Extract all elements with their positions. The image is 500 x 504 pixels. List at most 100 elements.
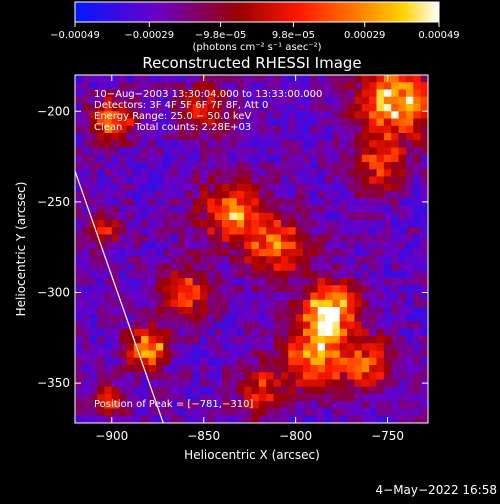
heatmap-cell [317,89,326,98]
heatmap-cell [133,241,142,250]
heatmap-cell [185,176,194,185]
heatmap-cell [339,263,348,272]
solar-limb-line [75,170,164,423]
heatmap-cell [258,147,267,156]
heatmap-cell [376,314,385,322]
heatmap-cell [75,357,83,366]
heatmap-cell [192,394,201,402]
heatmap-cell [148,401,157,409]
heatmap-cell [361,147,370,156]
heatmap-cell [361,321,370,330]
heatmap-cell [310,314,319,322]
heatmap-cell [163,220,172,228]
heatmap-cell [75,256,83,264]
heatmap-cell [222,256,230,264]
heatmap-cell [155,307,164,315]
heatmap-cell [302,408,311,417]
heatmap-cell [391,183,399,192]
heatmap-cell [266,118,274,127]
heatmap-cell [383,96,392,105]
heatmap-cell [177,169,186,177]
heatmap-cell [369,96,377,105]
heatmap-cell [155,176,164,185]
heatmap-cell [317,82,326,90]
heatmap-cell [383,278,392,286]
heatmap-cell [383,220,392,228]
heatmap-cell [236,408,245,417]
heatmap-cell [302,343,311,351]
heatmap-cell [141,118,149,127]
heatmap-cell [354,357,363,366]
heatmap-cell [273,379,282,388]
heatmap-cell [177,336,186,344]
heatmap-cell [177,133,186,141]
heatmap-cell [251,205,260,214]
heatmap-cell [244,292,252,301]
heatmap-cell [413,183,422,192]
heatmap-cell [185,270,194,279]
heatmap-cell [192,307,201,315]
heatmap-cell [119,270,127,279]
heatmap-cell [97,292,105,301]
heatmap-cell [236,147,245,156]
heatmap-cell [317,96,326,105]
heatmap-cell [273,205,282,214]
heatmap-cell [119,147,127,156]
heatmap-cell [155,227,164,235]
heatmap-cell [155,191,164,199]
heatmap-cell [192,234,201,243]
heatmap-cell [126,111,135,119]
heatmap-cell [163,256,172,264]
heatmap-cell [258,140,267,148]
heatmap-cell [347,415,355,423]
heatmap-cell [192,133,201,141]
heatmap-cell [251,299,260,308]
heatmap-cell [347,96,355,105]
heatmap-cell [310,133,319,141]
heatmap-cell [200,357,208,366]
heatmap-cell [420,401,428,409]
heatmap-cell [295,379,304,388]
heatmap-cell [398,408,407,417]
heatmap-cell [126,401,135,409]
heatmap-cell [214,75,223,83]
heatmap-cell [222,314,230,322]
heatmap-cell [163,379,172,388]
heatmap-cell [111,147,120,156]
heatmap-cell [413,104,422,112]
heatmap-cell [222,212,230,221]
heatmap-cell [325,314,333,322]
heatmap-cell [200,212,208,221]
heatmap-cell [214,343,223,351]
heatmap-cell [192,372,201,380]
heatmap-cell [244,220,252,228]
heatmap-cell [126,162,135,170]
heatmap-cell [383,263,392,272]
heatmap-cell [339,278,348,286]
colorbar-ticks: −0.00049 −0.00029 −9.8e−05 9.8e−05 0.00029 0.… [50,22,460,41]
heatmap-cell [214,241,223,250]
heatmap-cell [258,104,267,112]
heatmap-cell [229,299,238,308]
heatmap-cell [148,372,157,380]
heatmap-cell [376,191,385,199]
heatmap-cell [141,307,149,315]
heatmap-cell [288,299,297,308]
heatmap-cell [339,307,348,315]
heatmap-cell [332,365,341,373]
heatmap-cell [177,379,186,388]
heatmap-cell [354,270,363,279]
heatmap-cell [266,263,274,272]
heatmap-cell [104,147,113,156]
heatmap-cell [97,191,105,199]
heatmap-cell [89,205,98,214]
heatmap-cell [361,401,370,409]
heatmap-cell [369,111,377,119]
heatmap-cell [229,111,238,119]
heatmap-cell [383,292,392,301]
heatmap-cell [207,379,216,388]
heatmap-cell [413,386,422,395]
heatmap-cell [148,82,157,90]
heatmap-cell [251,314,260,322]
heatmap-cell [376,212,385,221]
